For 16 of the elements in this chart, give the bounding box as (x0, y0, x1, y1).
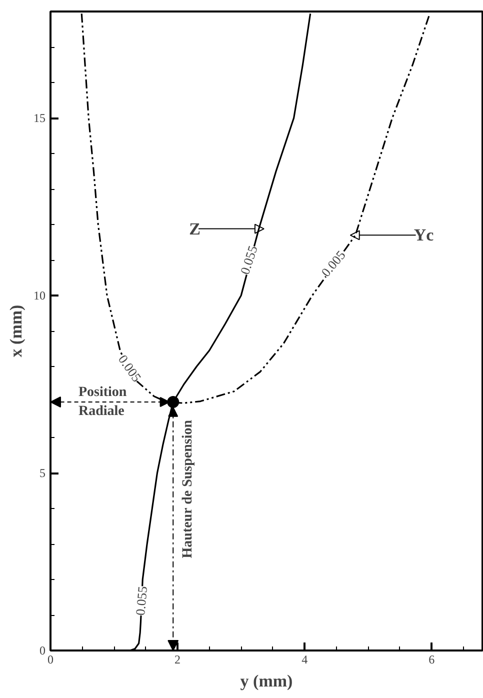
x-tick-label: 2 (174, 652, 181, 666)
annotation: Z (189, 219, 200, 238)
annotation: 0.055 (132, 586, 150, 616)
y-tick-label: 10 (34, 288, 46, 302)
x-axis-title: y (mm) (240, 672, 293, 690)
annotation: Position Radiale (78, 385, 127, 419)
y-tick-label: 0 (40, 644, 46, 658)
point (167, 396, 180, 408)
y-tick-label: 15 (34, 111, 46, 125)
annotation: 0.055 (237, 244, 260, 276)
y-axis-title: x (mm) (6, 304, 26, 358)
annotation: Hauteur de Suspension (180, 420, 196, 558)
y-tick-label: 5 (40, 466, 46, 480)
x-tick-label: 6 (428, 652, 435, 666)
x-tick-label: 4 (302, 652, 308, 666)
annotation: Yc (414, 226, 434, 245)
